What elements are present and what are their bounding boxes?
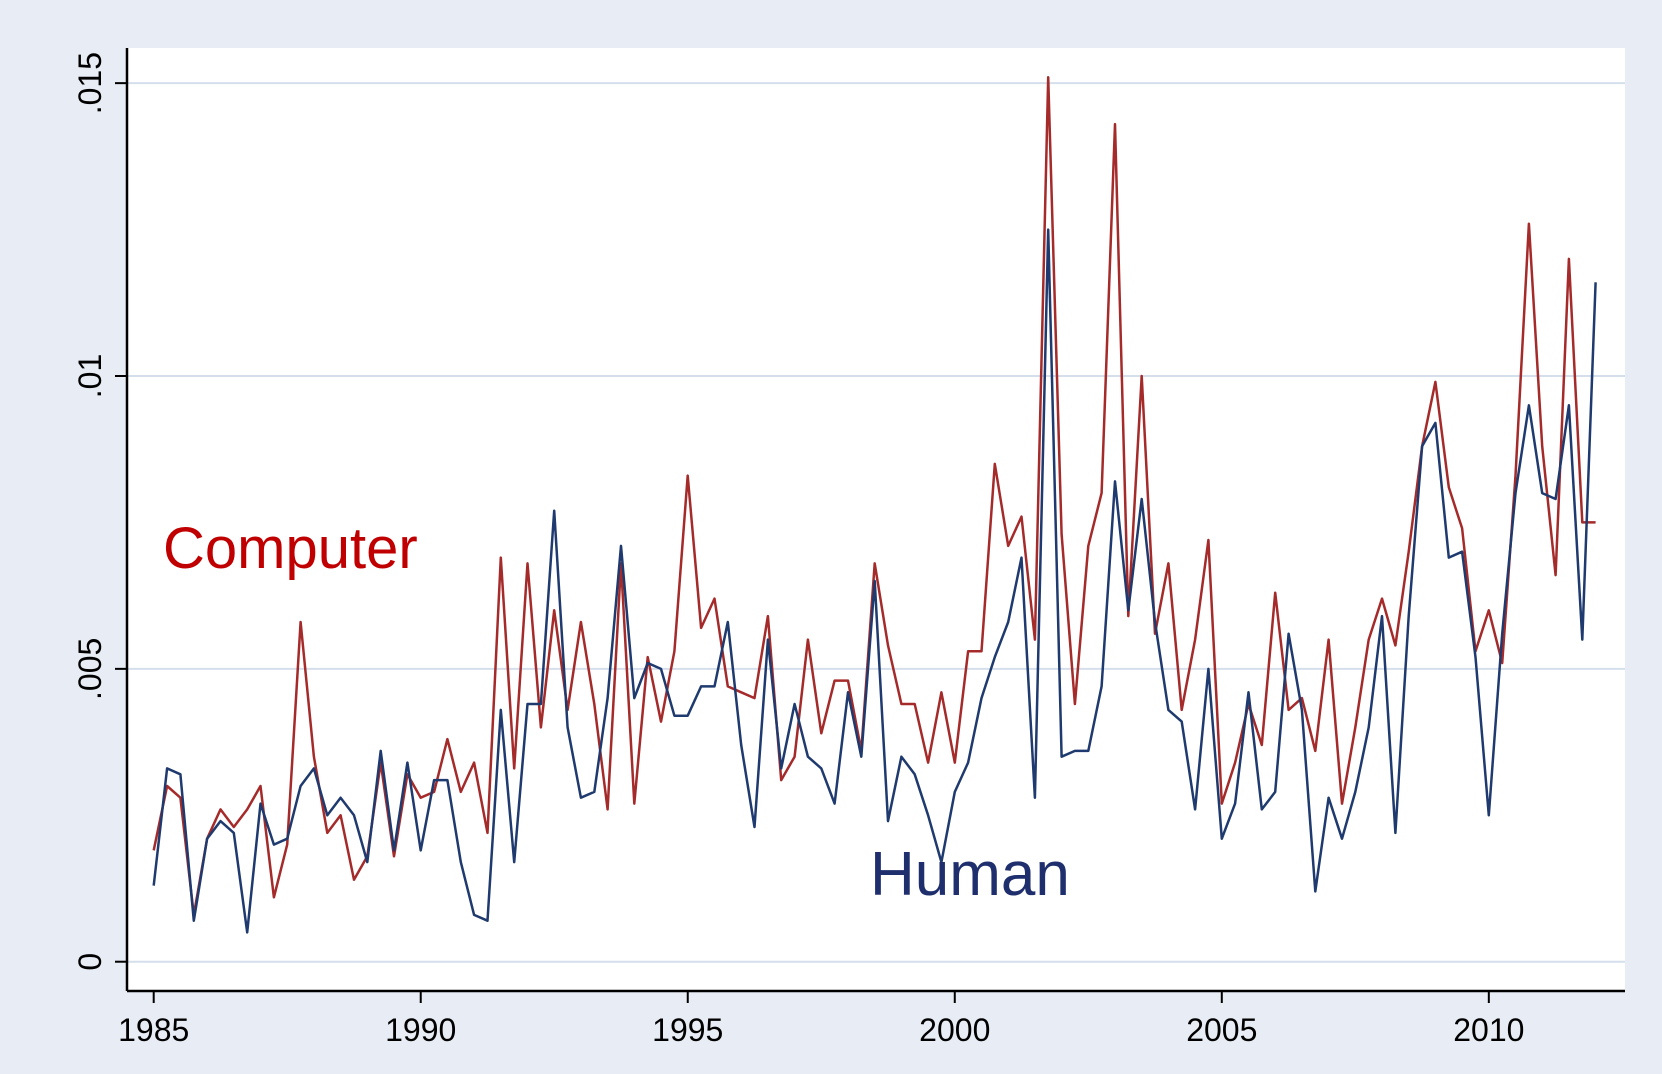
- y-tick-label: .015: [72, 52, 108, 114]
- y-tick-label: .005: [72, 638, 108, 700]
- x-tick-label: 2005: [1186, 1012, 1257, 1048]
- plot-area: [127, 48, 1625, 991]
- x-tick-label: 1985: [118, 1012, 189, 1048]
- x-tick-label: 2000: [919, 1012, 990, 1048]
- y-tick-label: .01: [72, 354, 108, 398]
- series-label: Computer: [163, 516, 418, 581]
- x-tick-label: 1995: [652, 1012, 723, 1048]
- series-label: Human: [870, 840, 1070, 909]
- series-line: [152, 76, 1596, 917]
- x-tick-label: 1990: [385, 1012, 456, 1048]
- y-tick-label: 0: [72, 953, 108, 971]
- series-line: [152, 228, 1597, 934]
- x-tick-label: 2010: [1453, 1012, 1524, 1048]
